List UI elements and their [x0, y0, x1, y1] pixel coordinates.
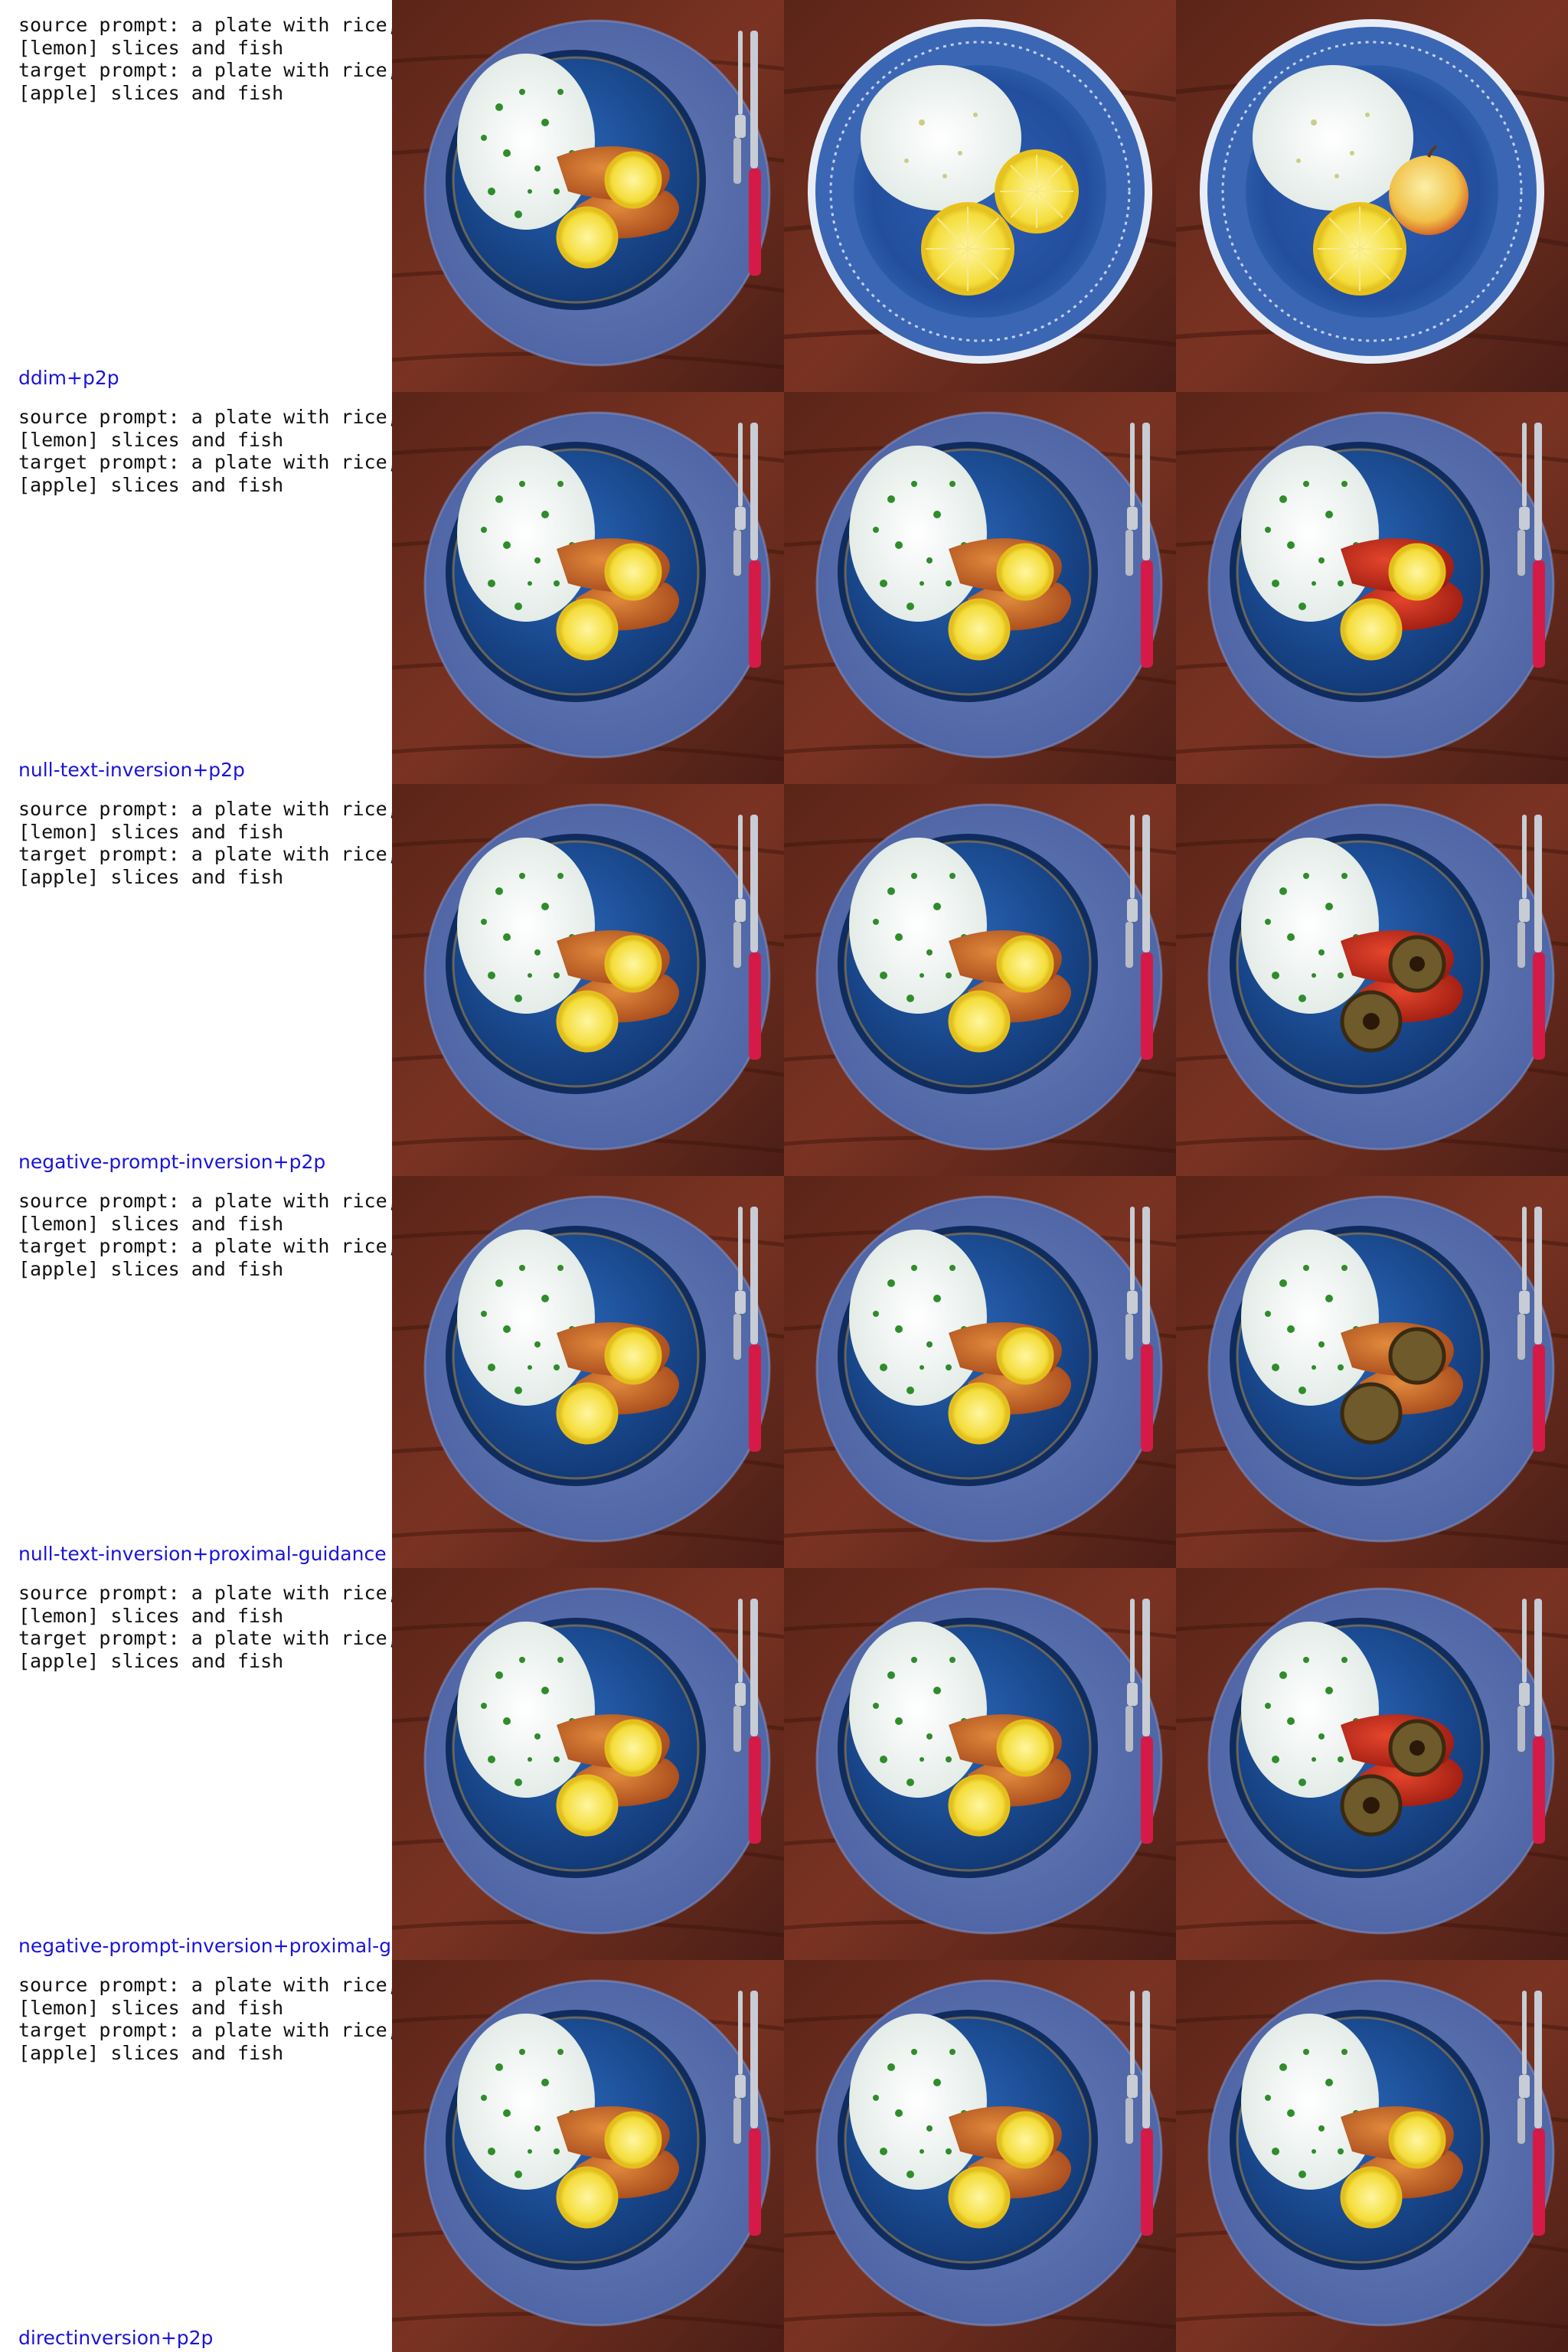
- comparison-row: source prompt: a plate with rice, [lemon…: [0, 1176, 1568, 1568]
- edited-image: [1176, 1960, 1568, 2352]
- source-prompt: source prompt: a plate with rice, [lemon…: [18, 1974, 392, 2019]
- reconstruction-image: [784, 1176, 1176, 1568]
- comparison-row: source prompt: a plate with rice, [lemon…: [0, 0, 1568, 392]
- edited-image: [1176, 1568, 1568, 1960]
- target-prompt: target prompt: a plate with rice, [apple…: [18, 1235, 392, 1280]
- prompt-text: source prompt: a plate with rice, [lemon…: [18, 1582, 392, 1672]
- target-prompt: target prompt: a plate with rice, [apple…: [18, 451, 392, 496]
- source-image: [392, 392, 784, 784]
- prompt-text: source prompt: a plate with rice, [lemon…: [18, 1190, 392, 1280]
- target-prompt: target prompt: a plate with rice, [apple…: [18, 59, 392, 104]
- comparison-row: source prompt: a plate with rice, [lemon…: [0, 1960, 1568, 2352]
- row-label: source prompt: a plate with rice, [lemon…: [0, 1960, 392, 2352]
- edited-image: [1176, 392, 1568, 784]
- source-prompt: source prompt: a plate with rice, [lemon…: [18, 406, 392, 451]
- row-label: source prompt: a plate with rice, [lemon…: [0, 1568, 392, 1960]
- row-label: source prompt: a plate with rice, [lemon…: [0, 0, 392, 392]
- source-prompt: source prompt: a plate with rice, [lemon…: [18, 1190, 392, 1235]
- reconstruction-image: [784, 1960, 1176, 2352]
- method-label: null-text-inversion+p2p: [18, 759, 245, 781]
- reconstruction-image: [784, 784, 1176, 1176]
- target-prompt: target prompt: a plate with rice, [apple…: [18, 1627, 392, 1672]
- prompt-text: source prompt: a plate with rice, [lemon…: [18, 406, 392, 496]
- method-label: directinversion+p2p: [18, 2327, 214, 2349]
- comparison-row: source prompt: a plate with rice, [lemon…: [0, 392, 1568, 784]
- row-label: source prompt: a plate with rice, [lemon…: [0, 392, 392, 784]
- method-label: negative-prompt-inversion+p2p: [18, 1151, 326, 1173]
- comparison-row: source prompt: a plate with rice, [lemon…: [0, 784, 1568, 1176]
- source-image: [392, 1568, 784, 1960]
- reconstruction-image: [784, 1568, 1176, 1960]
- target-prompt: target prompt: a plate with rice, [apple…: [18, 2019, 392, 2064]
- source-image: [392, 0, 784, 392]
- source-image: [392, 1960, 784, 2352]
- target-prompt: target prompt: a plate with rice, [apple…: [18, 843, 392, 888]
- source-prompt: source prompt: a plate with rice, [lemon…: [18, 1582, 392, 1627]
- reconstruction-image: [784, 392, 1176, 784]
- edited-image: [1176, 1176, 1568, 1568]
- source-prompt: source prompt: a plate with rice, [lemon…: [18, 14, 392, 59]
- row-label: source prompt: a plate with rice, [lemon…: [0, 784, 392, 1176]
- comparison-row: source prompt: a plate with rice, [lemon…: [0, 1568, 1568, 1960]
- prompt-text: source prompt: a plate with rice, [lemon…: [18, 14, 392, 104]
- prompt-text: source prompt: a plate with rice, [lemon…: [18, 798, 392, 888]
- method-label: negative-prompt-inversion+proximal-guida…: [18, 1935, 392, 1957]
- row-label: source prompt: a plate with rice, [lemon…: [0, 1176, 392, 1568]
- method-label: null-text-inversion+proximal-guidance: [18, 1543, 387, 1565]
- prompt-text: source prompt: a plate with rice, [lemon…: [18, 1974, 392, 2064]
- reconstruction-image: [784, 0, 1176, 392]
- source-image: [392, 1176, 784, 1568]
- method-label: ddim+p2p: [18, 367, 119, 389]
- edited-image: [1176, 0, 1568, 392]
- source-prompt: source prompt: a plate with rice, [lemon…: [18, 798, 392, 843]
- edited-image: [1176, 784, 1568, 1176]
- source-image: [392, 784, 784, 1176]
